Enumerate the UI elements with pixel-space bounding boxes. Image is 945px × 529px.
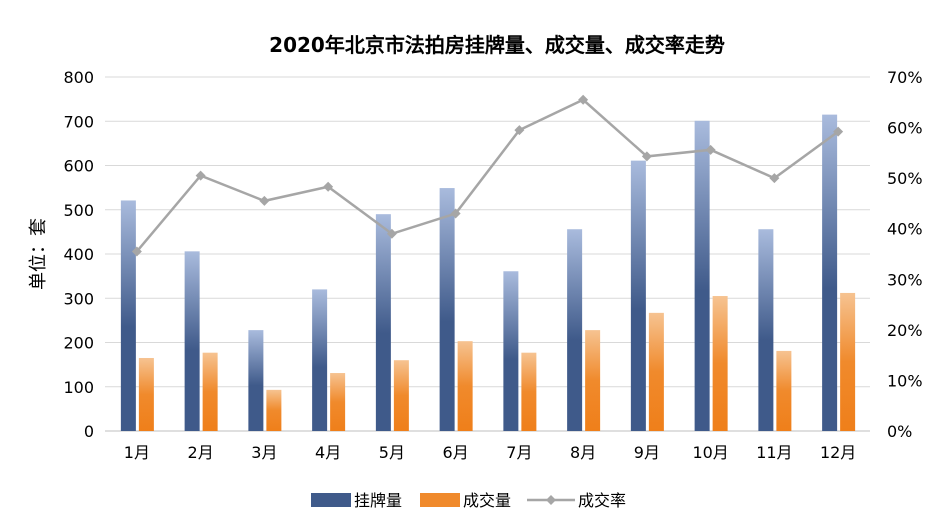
legend-swatch-transactions	[420, 493, 460, 507]
rate-point	[514, 125, 525, 136]
right-tick-label: 40%	[887, 220, 923, 239]
right-tick-label: 0%	[887, 422, 912, 441]
bar-transactions	[776, 350, 792, 431]
legend-label-listing: 挂牌量	[354, 491, 402, 510]
x-tick-label: 4月	[315, 443, 341, 462]
x-tick-label: 3月	[251, 443, 277, 462]
bar-listing	[184, 251, 200, 431]
x-tick-label: 7月	[506, 443, 532, 462]
bar-transactions	[393, 360, 409, 431]
bar-transactions	[712, 296, 728, 431]
legend-swatch-listing	[311, 493, 351, 507]
right-tick-label: 70%	[887, 68, 923, 87]
bar-listing	[248, 330, 264, 431]
x-axis-ticks: 1月 2月 3月 4月 5月 6月 7月 8月 9月 10月 11月 12月	[124, 443, 857, 462]
bar-transactions	[202, 352, 218, 431]
rate-point	[195, 170, 206, 181]
rate-point	[450, 208, 461, 219]
bar-listing	[630, 160, 646, 431]
x-tick-label: 2月	[188, 443, 214, 462]
rate-point	[578, 94, 589, 105]
bar-transactions	[330, 373, 346, 431]
rate-point	[386, 228, 397, 239]
x-tick-label: 10月	[692, 443, 728, 462]
chart-title: 2020年北京市法拍房挂牌量、成交量、成交率走势	[269, 33, 725, 57]
rate-point	[641, 151, 652, 162]
legend: 挂牌量 成交量 成交率	[311, 491, 626, 510]
rate-point	[131, 246, 142, 257]
bars	[120, 114, 856, 432]
bar-listing	[375, 214, 391, 431]
bar-transactions	[585, 330, 601, 431]
right-tick-label: 20%	[887, 321, 923, 340]
legend-label-rate: 成交率	[578, 491, 626, 510]
right-tick-label: 60%	[887, 119, 923, 138]
right-tick-label: 30%	[887, 270, 923, 289]
legend-label-transactions: 成交量	[463, 491, 511, 510]
left-axis-ticks: 0 100 200 300 400 500 600 700 800	[63, 68, 94, 441]
left-tick-label: 800	[63, 68, 94, 87]
bar-listing	[694, 120, 710, 432]
rate-point	[259, 195, 270, 206]
left-tick-label: 600	[63, 157, 94, 176]
bar-transactions	[521, 352, 537, 431]
x-tick-label: 11月	[756, 443, 792, 462]
left-tick-label: 200	[63, 334, 94, 353]
left-tick-label: 500	[63, 201, 94, 220]
right-axis-ticks: 0% 10% 20% 30% 40% 50% 60% 70%	[887, 68, 923, 441]
left-tick-label: 100	[63, 378, 94, 397]
rate-line-path	[135, 98, 839, 253]
rate-point	[323, 181, 334, 192]
left-tick-label: 700	[63, 112, 94, 131]
left-tick-label: 300	[63, 289, 94, 308]
bar-listing	[567, 229, 583, 431]
legend-swatch-rate-marker	[546, 495, 556, 505]
bar-listing	[439, 188, 455, 431]
rate-line	[131, 94, 844, 257]
bar-transactions	[648, 312, 664, 431]
bar-listing	[120, 200, 136, 431]
x-tick-label: 9月	[634, 443, 660, 462]
rate-point	[705, 144, 716, 155]
rate-point	[769, 173, 780, 184]
right-tick-label: 50%	[887, 169, 923, 188]
bar-transactions	[840, 292, 856, 431]
left-tick-label: 0	[84, 422, 94, 441]
bar-listing	[312, 289, 328, 431]
x-tick-label: 1月	[124, 443, 150, 462]
gridlines	[105, 76, 870, 432]
y-axis-label: 单位：套	[28, 218, 49, 290]
bar-transactions	[266, 389, 282, 431]
x-tick-label: 12月	[820, 443, 856, 462]
x-tick-label: 6月	[443, 443, 469, 462]
rate-point	[833, 126, 844, 137]
x-tick-label: 5月	[379, 443, 405, 462]
left-tick-label: 400	[63, 245, 94, 264]
bar-transactions	[138, 357, 154, 431]
bar-transactions	[457, 341, 473, 431]
right-tick-label: 10%	[887, 371, 923, 390]
bar-listing	[758, 229, 774, 431]
bar-listing	[503, 271, 519, 431]
x-tick-label: 8月	[570, 443, 596, 462]
bar-listing	[822, 114, 838, 432]
